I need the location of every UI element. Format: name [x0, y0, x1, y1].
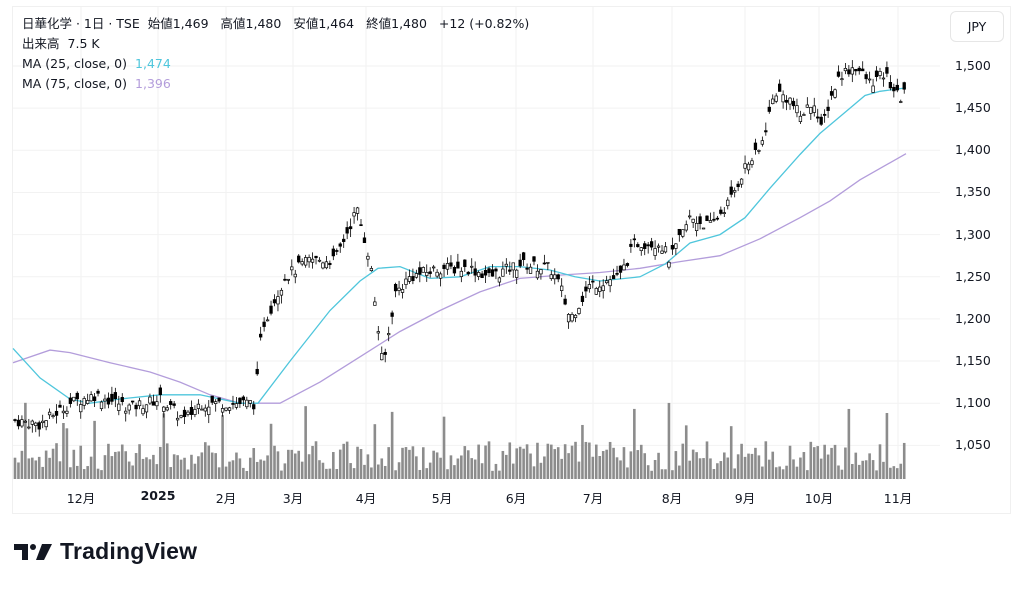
time-tick: 7月 — [582, 491, 604, 506]
price-tick: 1,400 — [955, 142, 991, 158]
time-tick: 3月 — [282, 491, 304, 506]
price-tick: 1,150 — [955, 353, 991, 369]
price-tick: 1,350 — [955, 184, 991, 200]
currency-button[interactable]: JPY — [950, 11, 1004, 42]
volume-value: 7.5 K — [67, 36, 100, 51]
ma25-value: 1,474 — [135, 56, 171, 71]
legend-ma75-row[interactable]: MA (75, close, 0) 1,396 — [22, 74, 529, 94]
time-tick: 2025 — [140, 488, 176, 503]
grid-lines — [13, 7, 940, 480]
volume-bars — [13, 402, 906, 479]
high-label: 高値 — [220, 16, 246, 31]
ma75-value: 1,396 — [135, 76, 171, 91]
time-tick: 5月 — [431, 491, 453, 506]
price-tick: 1,300 — [955, 226, 991, 242]
time-tick: 11月 — [883, 491, 913, 506]
price-tick: 1,200 — [955, 310, 991, 326]
open-label: 始値 — [147, 16, 173, 31]
price-tick: 1,250 — [955, 268, 991, 284]
tradingview-logo[interactable]: TradingView — [14, 538, 197, 565]
time-tick: 6月 — [505, 491, 527, 506]
ma75-label: MA (75, close, 0) — [22, 76, 128, 91]
low-value: 1,464 — [318, 16, 355, 31]
time-tick: 12月 — [66, 491, 96, 506]
tradingview-logo-icon — [14, 543, 52, 560]
ma75-line — [12, 153, 907, 404]
low-label: 安値 — [293, 16, 319, 31]
candlesticks — [13, 60, 906, 437]
ma25-line — [12, 87, 907, 404]
legend-ohlc-row: 日華化学 · 1日 · TSE 始値1,469 高値1,480 安値1,464 … — [22, 14, 529, 34]
close-value: 1,480 — [391, 16, 427, 31]
time-tick: 10月 — [804, 491, 834, 506]
close-label: 終値 — [366, 16, 392, 31]
open-value: 1,469 — [172, 16, 209, 31]
ma25-label: MA (25, close, 0) — [22, 56, 128, 71]
time-tick: 9月 — [734, 491, 756, 506]
time-tick: 8月 — [661, 491, 683, 506]
symbol-title[interactable]: 日華化学 · 1日 · TSE — [22, 16, 140, 31]
legend-ma25-row[interactable]: MA (25, close, 0) 1,474 — [22, 54, 529, 74]
volume-label: 出来高 — [22, 36, 60, 51]
time-tick: 4月 — [355, 491, 377, 506]
price-tick: 1,450 — [955, 100, 991, 116]
legend-volume-row: 出来高 7.5 K — [22, 34, 529, 54]
change-value: +12 (+0.82%) — [438, 16, 530, 31]
chart-frame — [12, 6, 1011, 514]
high-value: 1,480 — [245, 16, 282, 31]
price-tick: 1,050 — [955, 437, 991, 453]
legend: 日華化学 · 1日 · TSE 始値1,469 高値1,480 安値1,464 … — [22, 14, 529, 94]
price-tick: 1,100 — [955, 395, 991, 411]
price-tick: 1,500 — [955, 58, 991, 73]
brand-name: TradingView — [60, 538, 198, 564]
time-tick: 2月 — [215, 491, 237, 506]
